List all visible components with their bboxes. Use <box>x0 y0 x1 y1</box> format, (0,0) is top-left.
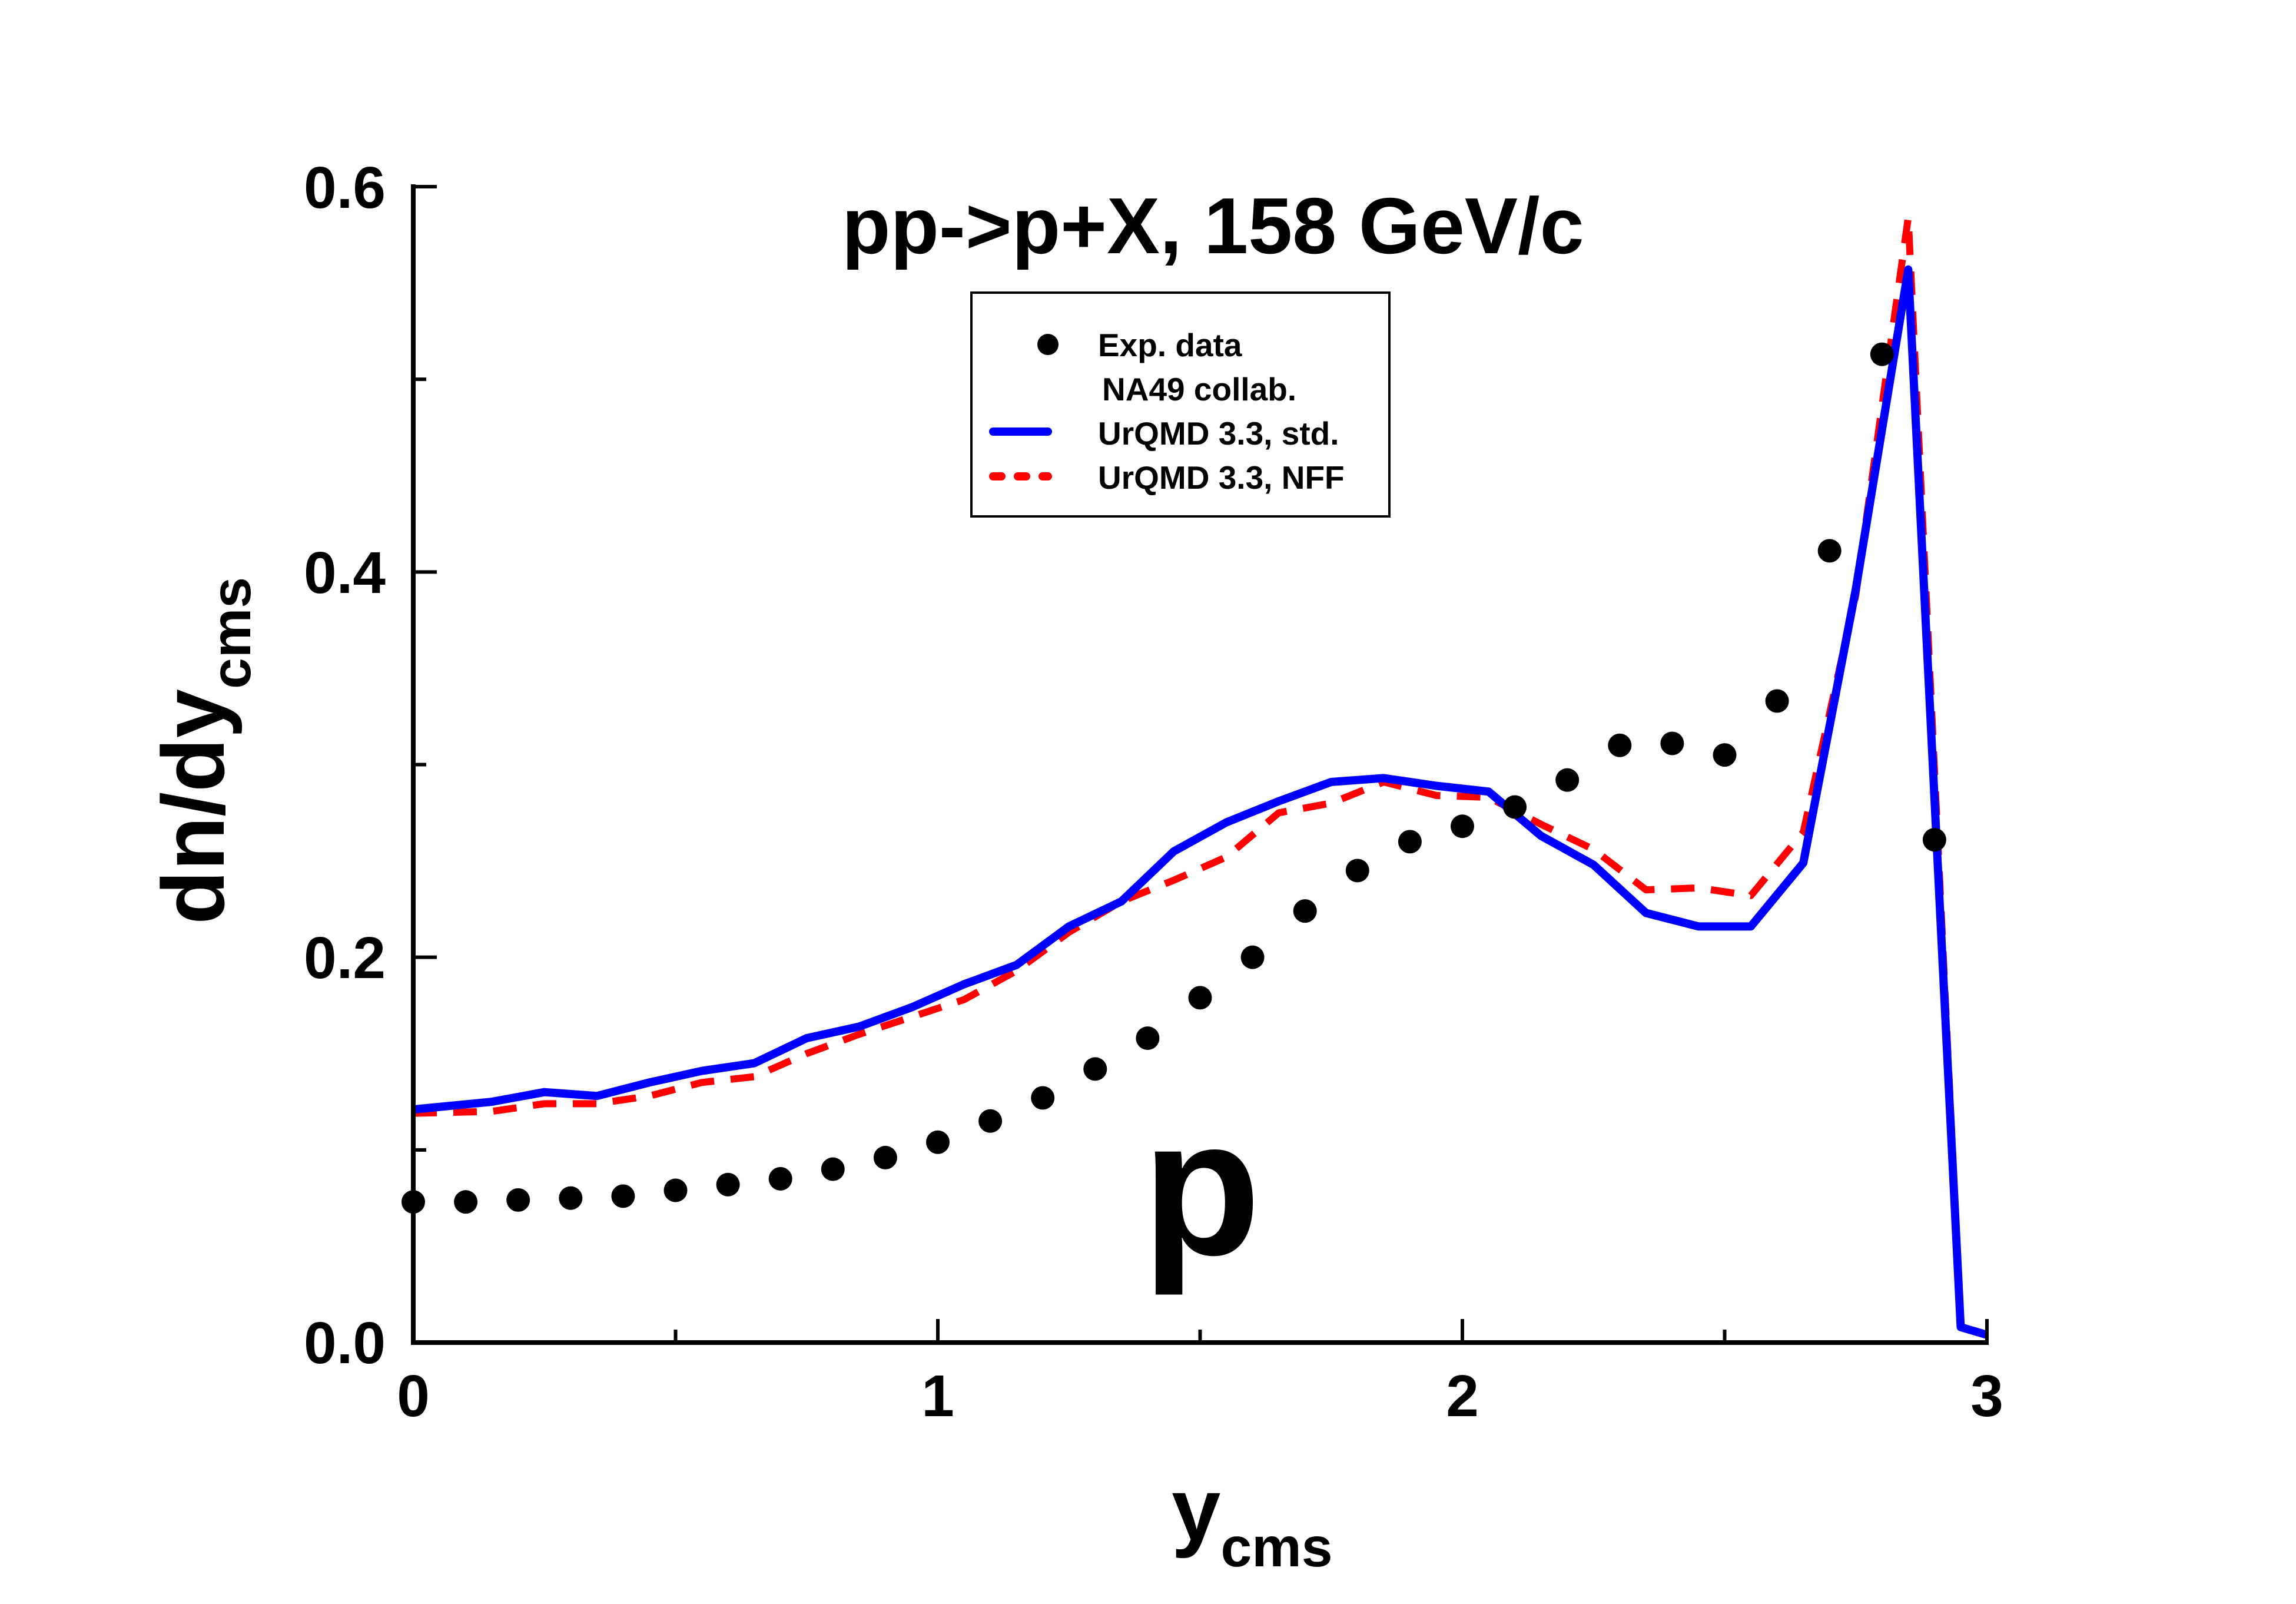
legend-marker-exp <box>1037 334 1059 355</box>
exp-data-point <box>1660 731 1684 755</box>
exp-data-point <box>1136 1026 1160 1050</box>
exp-data-point <box>1503 795 1527 819</box>
exp-data-point <box>873 1145 897 1169</box>
exp-data-point <box>716 1172 740 1197</box>
x-axis-label-main: y <box>1172 1460 1220 1559</box>
exp-data-point <box>1765 689 1789 713</box>
exp-data-point <box>1608 733 1632 757</box>
y-axis-label: dn/dycms <box>144 577 263 924</box>
particle-annotation: p <box>1142 1078 1261 1297</box>
ticks <box>412 185 1989 1344</box>
x-axis-label: ycms <box>1172 1460 1333 1579</box>
exp-data-point <box>611 1184 635 1208</box>
legend-label-exp: Exp. data <box>1098 327 1242 363</box>
exp-data-point <box>506 1188 530 1212</box>
exp-data-point <box>1240 945 1265 969</box>
x-tick-label: 1 <box>921 1363 954 1429</box>
exp-data-point <box>1922 828 1946 852</box>
series-line-std <box>413 265 1988 1339</box>
series-line-nff <box>413 214 1965 1324</box>
exp-data-point <box>1083 1057 1107 1081</box>
x-tick-label: 0 <box>397 1363 430 1429</box>
exp-data-point <box>1031 1086 1055 1110</box>
exp-data-point <box>559 1186 583 1210</box>
x-tick-label: 3 <box>1970 1363 2003 1429</box>
legend-label-nff: UrQMD 3.3, NFF <box>1098 459 1345 496</box>
legend: Exp. data NA49 collab. UrQMD 3.3, std. U… <box>970 291 1391 518</box>
y-axis-label-main: dn/dy <box>144 689 243 924</box>
legend-label-std: UrQMD 3.3, std. <box>1098 415 1339 452</box>
exp-data-point <box>768 1166 792 1191</box>
exp-data-point <box>926 1130 950 1154</box>
legend-label-exp-line2: NA49 collab. <box>1102 371 1296 407</box>
y-tick-label: 0.2 <box>304 925 386 991</box>
y-tick-label: 0.6 <box>304 155 386 221</box>
exp-data-point <box>1188 986 1212 1010</box>
exp-data-point <box>1870 342 1894 366</box>
x-tick-label: 2 <box>1446 1363 1479 1429</box>
exp-data-point <box>821 1157 845 1181</box>
exp-data-point <box>1713 743 1737 767</box>
exp-data-point <box>663 1178 688 1202</box>
x-axis-label-sub: cms <box>1220 1516 1332 1579</box>
exp-data-point <box>978 1109 1003 1133</box>
exp-data-point <box>454 1190 478 1214</box>
y-tick-label: 0.0 <box>304 1310 386 1376</box>
series-layer <box>402 214 1988 1339</box>
chart-title: pp->p+X, 158 GeV/c <box>842 181 1584 270</box>
y-tick-label: 0.4 <box>304 540 386 606</box>
exp-data-point <box>1555 768 1580 792</box>
exp-data-point <box>1817 539 1842 563</box>
exp-data-point <box>1451 814 1474 839</box>
exp-data-point <box>1398 830 1422 854</box>
exp-data-point <box>1293 899 1317 923</box>
y-axis-label-sub: cms <box>200 577 263 689</box>
exp-data-point <box>1345 859 1369 883</box>
